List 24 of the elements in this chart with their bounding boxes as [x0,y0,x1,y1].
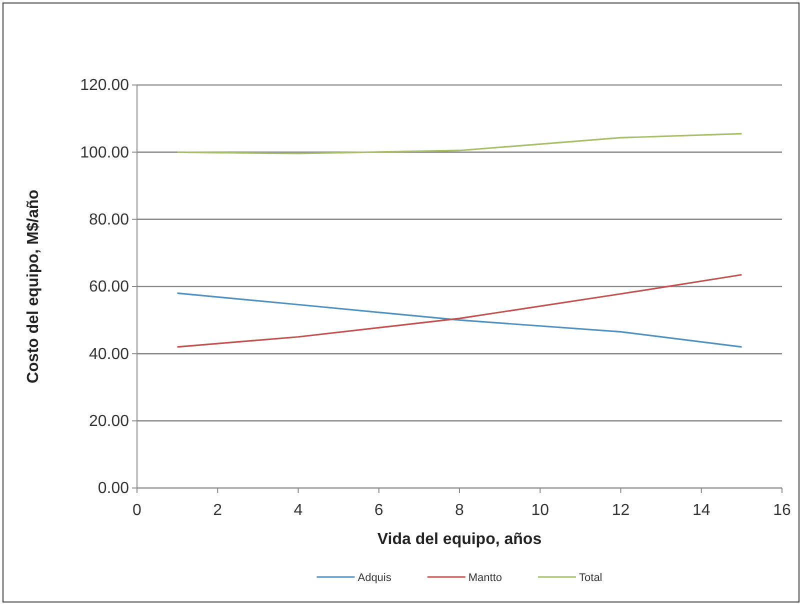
y-tick-label: 0.00 [98,480,130,498]
y-tick-label: 60.00 [88,278,130,296]
y-tick-label: 120.00 [80,77,130,94]
legend-label: Adquis [358,572,392,584]
legend-label: Total [579,572,602,584]
line-series [176,132,742,154]
y-tick-label: 80.00 [88,211,130,228]
y-tick-label: 20.00 [88,412,130,430]
x-tick-label: 16 [773,502,791,520]
x-tick-label: 8 [455,502,464,520]
y-tick-label: 100.00 [80,144,130,162]
x-tick-label: 10 [531,502,550,520]
x-tick-label: 4 [294,502,303,520]
x-tick-label: 14 [692,502,710,520]
y-tick-label: 40.00 [88,346,130,363]
line-series [176,274,742,348]
x-axis-title: Vida del equipo, años [377,531,542,548]
legend-label: Mantto [468,572,502,584]
y-axis-title: Costo del equipo, M$/año [25,189,42,384]
x-tick-label: 6 [374,502,384,520]
x-tick-label: 0 [132,502,142,520]
x-tick-label: 2 [213,502,222,520]
line-series [176,292,742,348]
x-tick-label: 12 [612,502,630,520]
